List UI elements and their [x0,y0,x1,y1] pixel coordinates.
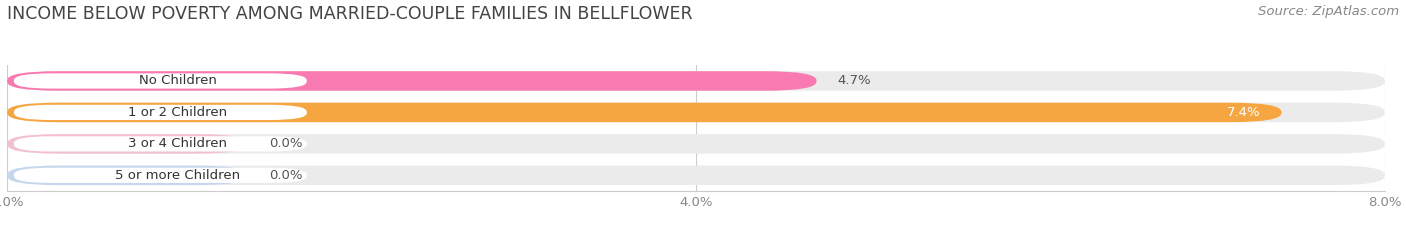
FancyBboxPatch shape [14,168,307,183]
FancyBboxPatch shape [14,136,307,151]
Text: No Children: No Children [139,75,217,87]
Text: 7.4%: 7.4% [1227,106,1261,119]
FancyBboxPatch shape [7,134,1385,154]
FancyBboxPatch shape [14,105,307,120]
Text: 3 or 4 Children: 3 or 4 Children [128,137,226,150]
Text: Source: ZipAtlas.com: Source: ZipAtlas.com [1258,5,1399,18]
Text: 4.7%: 4.7% [837,75,870,87]
Text: 5 or more Children: 5 or more Children [115,169,240,182]
FancyBboxPatch shape [7,134,247,154]
Text: 0.0%: 0.0% [269,169,302,182]
Text: INCOME BELOW POVERTY AMONG MARRIED-COUPLE FAMILIES IN BELLFLOWER: INCOME BELOW POVERTY AMONG MARRIED-COUPL… [7,5,693,23]
Text: 1 or 2 Children: 1 or 2 Children [128,106,228,119]
FancyBboxPatch shape [7,103,1385,122]
FancyBboxPatch shape [7,71,1385,91]
FancyBboxPatch shape [14,73,307,89]
FancyBboxPatch shape [7,103,1282,122]
FancyBboxPatch shape [7,166,1385,185]
FancyBboxPatch shape [7,166,247,185]
Text: 0.0%: 0.0% [269,137,302,150]
FancyBboxPatch shape [7,71,817,91]
